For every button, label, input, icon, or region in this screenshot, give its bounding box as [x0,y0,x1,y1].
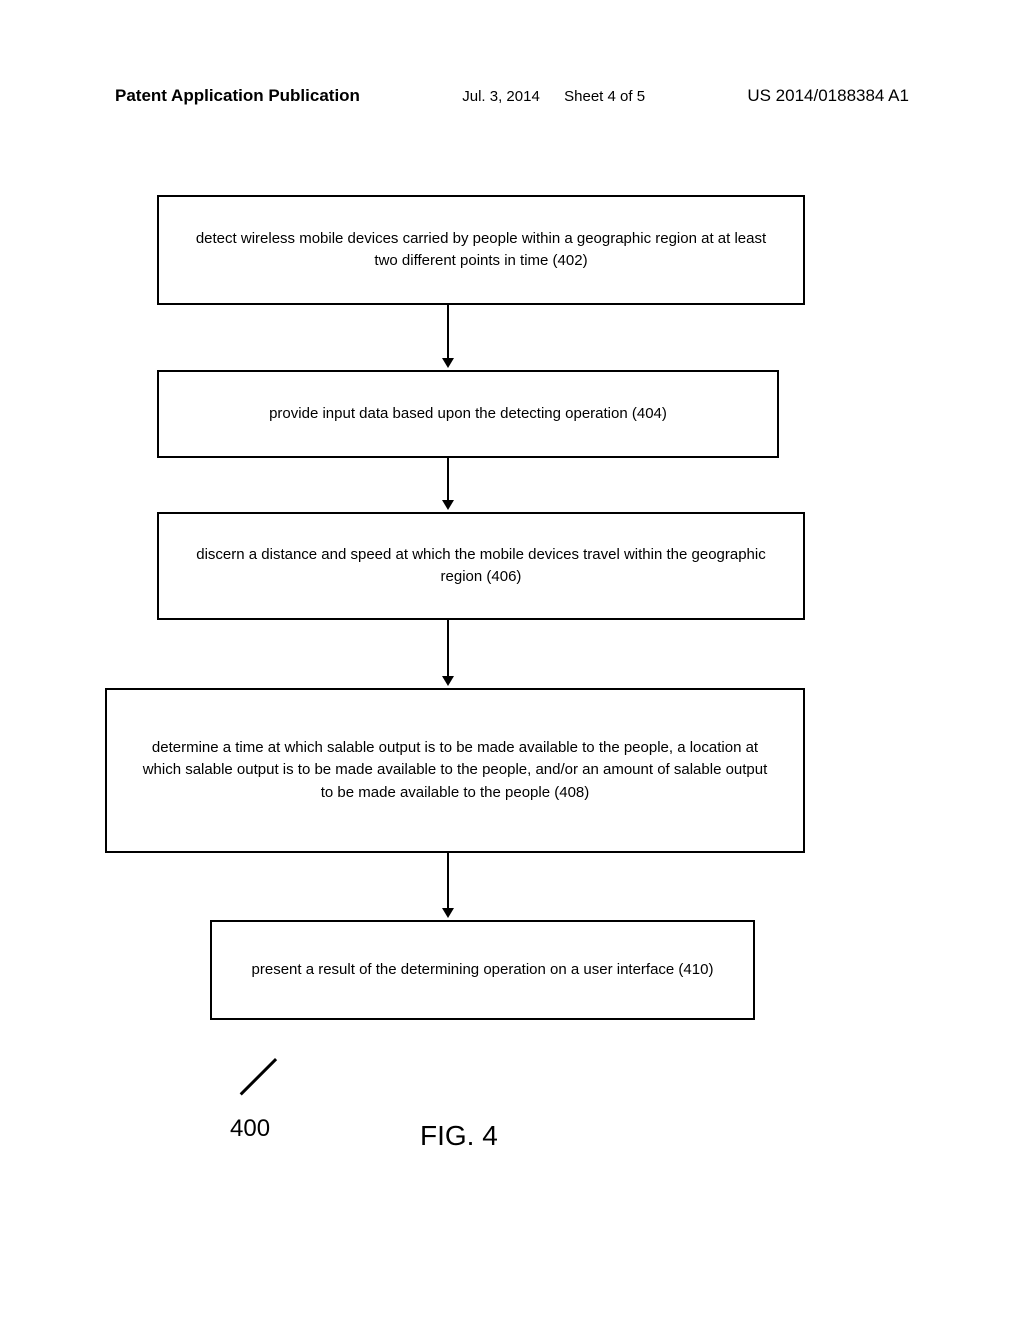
publication-type: Patent Application Publication [115,86,360,106]
publication-number: US 2014/0188384 A1 [747,86,909,106]
flow-arrow-line-0 [447,305,449,358]
flow-arrow-head-1 [442,500,454,510]
flow-arrow-head-2 [442,676,454,686]
figure-ref-number: 400 [230,1115,270,1143]
flow-box-box410: present a result of the determining oper… [210,920,755,1020]
page-header: Patent Application Publication Jul. 3, 2… [115,86,909,106]
header-date: Jul. 3, 2014 [462,88,540,105]
flow-arrow-line-1 [447,458,449,500]
flow-arrow-head-3 [442,908,454,918]
flow-box-box406: discern a distance and speed at which th… [157,512,805,620]
flow-box-box408: determine a time at which salable output… [105,688,805,853]
figure-caption: FIG. 4 [420,1120,498,1152]
flow-box-box402: detect wireless mobile devices carried b… [157,195,805,305]
header-date-sheet: Jul. 3, 2014 Sheet 4 of 5 [462,88,645,105]
flowchart-area: detect wireless mobile devices carried b… [0,190,1024,1320]
patent-page: Patent Application Publication Jul. 3, 2… [0,0,1024,1320]
flow-arrow-line-2 [447,620,449,676]
flow-arrow-line-3 [447,853,449,908]
flow-box-box404: provide input data based upon the detect… [157,370,779,458]
flow-arrow-head-0 [442,358,454,368]
header-sheet: Sheet 4 of 5 [564,88,645,105]
